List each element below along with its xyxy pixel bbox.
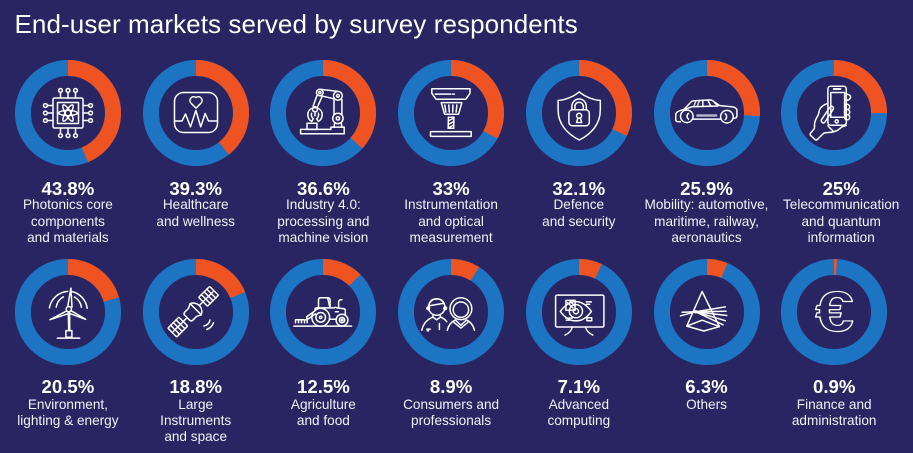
svg-text:€: €	[815, 279, 854, 343]
